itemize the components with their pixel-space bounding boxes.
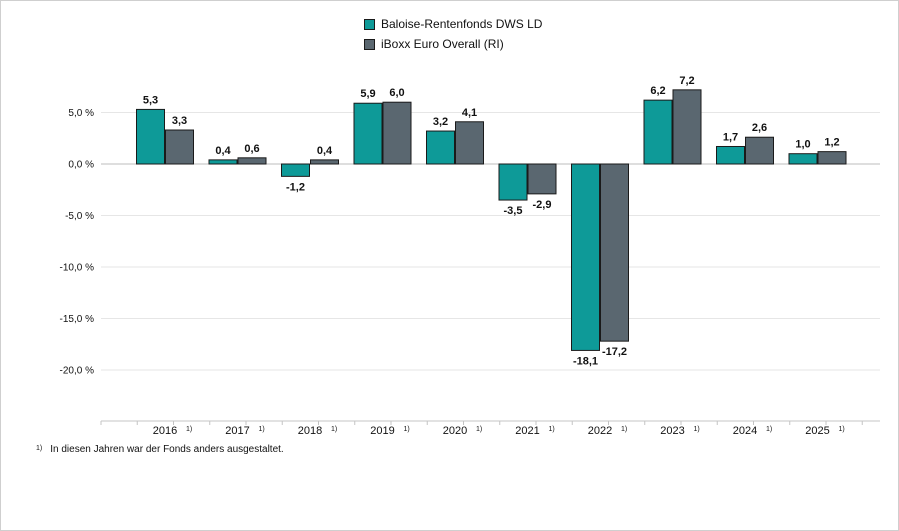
bar-index (527, 163, 557, 195)
bar-index (237, 157, 267, 165)
x-tick-label: 2016 (153, 425, 177, 437)
x-tick-note: 1) (694, 426, 700, 433)
data-label: -2,9 (533, 199, 552, 211)
footnote: 1) In diesen Jahren war der Fonds anders … (36, 444, 284, 455)
data-label: -3,5 (504, 205, 523, 217)
bar-fund (571, 163, 600, 351)
y-tick-label: 5,0 % (68, 108, 94, 119)
footnote-text: In diesen Jahren war der Fonds anders au… (50, 444, 284, 455)
bar-fund (136, 108, 165, 165)
data-label: -1,2 (286, 181, 305, 193)
bar-fund (788, 153, 818, 165)
bar-index (600, 163, 629, 342)
x-tick-note: 1) (259, 426, 265, 433)
x-tick-label: 2018 (298, 425, 322, 437)
legend-swatch-index (364, 38, 375, 50)
legend-label-fund: Baloise-Rentenfonds DWS LD (381, 17, 543, 31)
data-label: -18,1 (573, 355, 598, 367)
bar-fund (353, 102, 383, 165)
bar-chart: 5,0 % 0,0 % -5,0 % -10,0 % -15,0 % -20,0 % 5,3… (60, 75, 880, 437)
data-label: 6,2 (650, 85, 665, 97)
data-label: 1,7 (723, 131, 738, 143)
x-tick-note: 1) (621, 426, 627, 433)
bar-index (455, 121, 484, 165)
y-tick-label: -5,0 % (65, 211, 94, 222)
x-tick-note: 1) (331, 426, 337, 433)
legend-item-index: iBoxx Euro Overall (RI) (364, 34, 542, 54)
legend-item-fund: Baloise-Rentenfonds DWS LD (364, 14, 542, 34)
x-tick-note: 1) (549, 426, 555, 433)
legend-swatch-fund (364, 18, 375, 30)
data-label: 5,9 (360, 88, 375, 100)
x-tick-label: 2022 (588, 425, 612, 437)
y-tick-label: -10,0 % (60, 263, 95, 274)
data-label: -17,2 (602, 346, 627, 358)
data-label: 3,3 (172, 115, 187, 127)
footnote-marker: 1) (36, 445, 43, 452)
x-tick-label: 2023 (660, 425, 684, 437)
x-tick-note: 1) (839, 426, 845, 433)
bar-fund (716, 145, 745, 165)
x-tick-label: 2017 (225, 425, 249, 437)
y-tick-label: -20,0 % (60, 366, 95, 377)
bar-fund (281, 163, 310, 177)
bar-fund (643, 99, 673, 165)
data-label: 3,2 (433, 116, 448, 128)
bar-fund (498, 163, 528, 201)
data-label: 0,6 (244, 143, 259, 155)
bar-fund (208, 159, 238, 165)
data-label: 0,4 (317, 145, 333, 157)
bar-index (817, 151, 847, 165)
x-tick-note: 1) (476, 426, 482, 433)
data-label: 4,1 (462, 107, 477, 119)
x-tick-label: 2024 (733, 425, 757, 437)
data-label: 6,0 (389, 87, 404, 99)
data-label: 2,6 (752, 122, 767, 134)
x-tick-label: 2019 (370, 425, 394, 437)
x-tick-note: 1) (404, 426, 410, 433)
data-label: 0,4 (215, 145, 231, 157)
bar-index (165, 129, 194, 165)
data-label: 7,2 (679, 75, 694, 87)
legend-label-index: iBoxx Euro Overall (RI) (381, 37, 504, 51)
bar-fund (426, 130, 455, 165)
bar-index (745, 136, 774, 165)
y-tick-label: 0,0 % (68, 160, 94, 171)
bar-index (382, 101, 412, 165)
x-tick-label: 2021 (515, 425, 539, 437)
data-label: 1,0 (795, 139, 810, 151)
chart-legend: Baloise-Rentenfonds DWS LD iBoxx Euro Ov… (364, 14, 542, 54)
x-tick-label: 2020 (443, 425, 467, 437)
x-tick-note: 1) (766, 426, 772, 433)
bar-index (310, 159, 339, 165)
bar-index (672, 89, 702, 165)
x-tick-label: 2025 (805, 425, 829, 437)
x-tick-note: 1) (186, 426, 192, 433)
data-label: 5,3 (143, 94, 158, 106)
data-label: 1,2 (824, 137, 839, 149)
y-tick-label: -15,0 % (60, 314, 95, 325)
